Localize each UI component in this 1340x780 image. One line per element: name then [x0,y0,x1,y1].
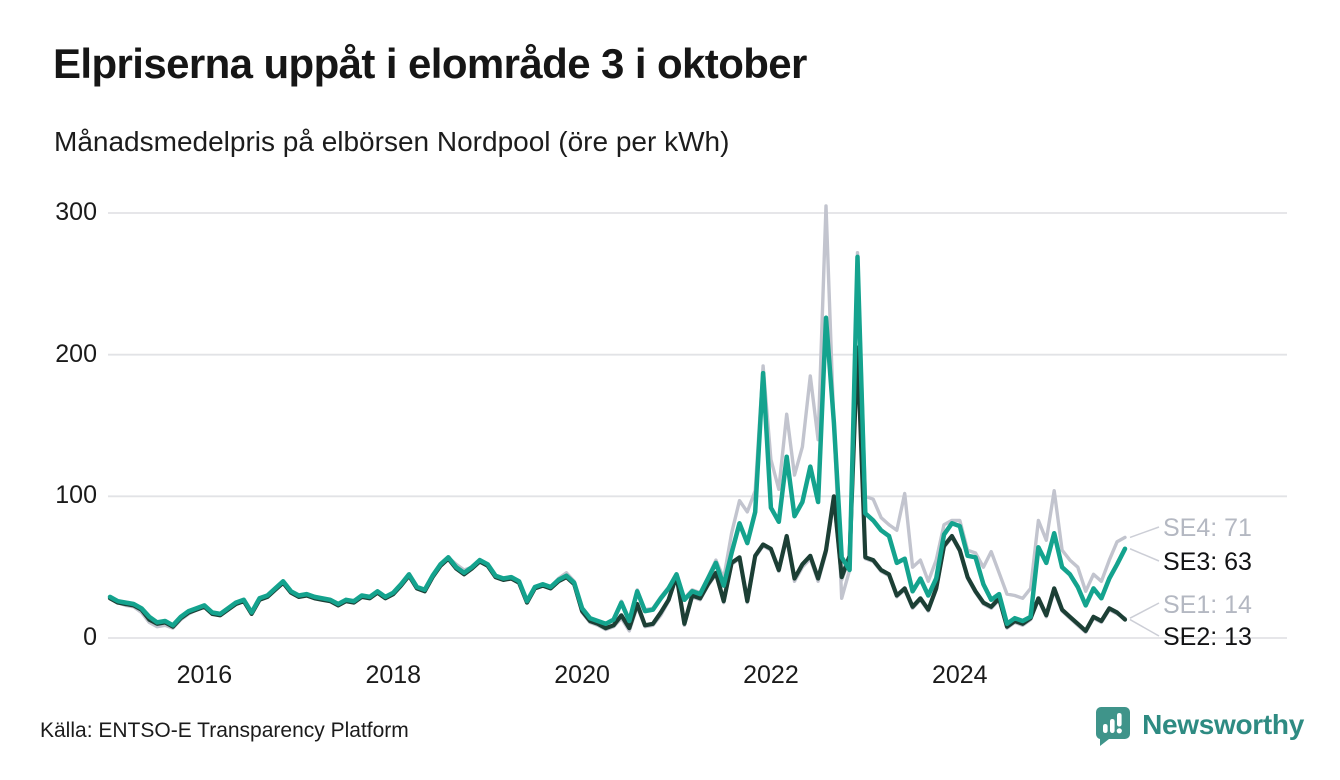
chart-subtitle: Månadsmedelpris på elbörsen Nordpool (ör… [54,126,730,157]
newsworthy-logo: Newsworthy [1092,704,1304,746]
label-connector-se4 [1129,526,1160,539]
exclamation-bar [1117,713,1122,727]
x-axis-tick-label: 2022 [743,661,799,689]
exclamation-dot [1116,728,1122,734]
series-end-label-se1: SE1: 14 [1163,591,1252,619]
newsworthy-logo-icon [1096,707,1131,746]
bar-medium [1110,719,1115,733]
label-connector-se2 [1129,618,1160,637]
series-line-se3 [107,254,1128,628]
x-axis-tick-label: 2018 [365,661,422,689]
x-axis-tick-label: 2020 [554,661,610,689]
label-connector-se3 [1129,548,1160,562]
x-axis-tick-label: 2024 [931,661,988,689]
bar-short [1103,724,1108,733]
label-connector-se1 [1129,602,1160,619]
y-axis-tick-label: 300 [55,197,97,226]
newsworthy-wordmark: Newsworthy [1142,709,1304,740]
y-axis-tick-label: 100 [55,481,97,510]
x-axis-tick-label: 2016 [176,661,233,689]
series-end-label-se2: SE2: 13 [1163,623,1252,651]
series-end-label-se4: SE4: 71 [1163,514,1252,542]
series-line-se2 [107,345,1128,634]
chart-title: Elpriserna uppåt i elområde 3 i oktober [53,40,807,87]
series-line-se4 [108,204,1127,629]
y-axis-tick-label: 200 [55,339,97,368]
source-note: Källa: ENTSO-E Transparency Platform [40,719,409,742]
series-end-label-se3: SE3: 63 [1163,548,1252,576]
y-axis-tick-label: 0 [83,622,97,651]
